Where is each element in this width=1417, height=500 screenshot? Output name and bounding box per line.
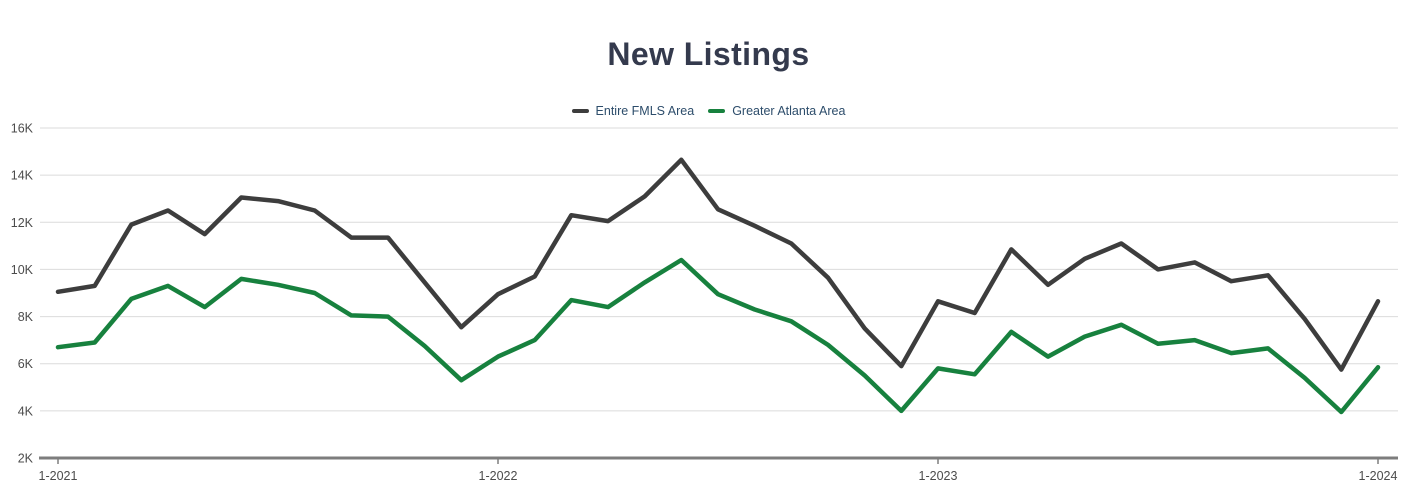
- y-axis-label-8K: 8K: [18, 310, 34, 324]
- legend-swatch-entire-fmls-icon: [571, 109, 589, 113]
- series-line-entire-fmls-area: [55, 157, 1381, 372]
- y-axis-label-12K: 12K: [11, 216, 34, 230]
- x-axis-label-1-2022: 1-2022: [479, 469, 518, 483]
- legend-label-greater-atlanta: Greater Atlanta Area: [732, 104, 846, 118]
- chart-title: New Listings: [607, 36, 810, 72]
- y-axis-label-4K: 4K: [18, 404, 34, 418]
- legend-item-greater-atlanta[interactable]: Greater Atlanta Area: [708, 104, 845, 118]
- y-axis-label-2K: 2K: [18, 452, 34, 466]
- x-axis-label-1-2024: 1-2024: [1359, 469, 1398, 483]
- y-axis-label-16K: 16K: [11, 122, 34, 136]
- legend: Entire FMLS Area Greater Atlanta Area: [0, 104, 1417, 118]
- legend-label-entire-fmls: Entire FMLS Area: [595, 104, 695, 118]
- y-axis-label-10K: 10K: [11, 263, 34, 277]
- x-axis-label-1-2021: 1-2021: [39, 469, 78, 483]
- y-axis-label-6K: 6K: [18, 357, 34, 371]
- series-line-greater-atlanta-area: [55, 257, 1381, 415]
- x-axis-label-1-2023: 1-2023: [919, 469, 958, 483]
- legend-swatch-greater-atlanta-icon: [708, 109, 726, 113]
- y-axis-label-14K: 14K: [11, 169, 34, 183]
- legend-item-entire-fmls[interactable]: Entire FMLS Area: [571, 104, 695, 118]
